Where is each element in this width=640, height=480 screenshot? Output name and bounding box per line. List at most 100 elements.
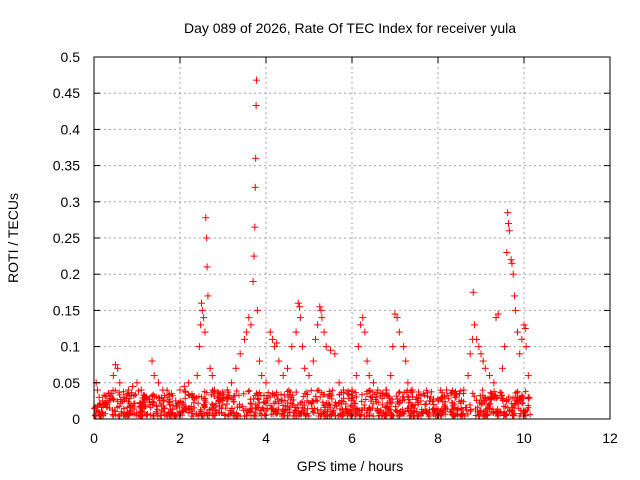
noise-point	[130, 392, 137, 399]
data-point	[250, 252, 258, 260]
data-point	[434, 397, 442, 405]
data-point	[256, 357, 264, 365]
data-point	[365, 372, 373, 380]
noise-point	[476, 413, 483, 420]
data-point	[504, 209, 512, 217]
data-point	[370, 379, 377, 387]
noise-point	[437, 387, 444, 394]
noise-point	[388, 400, 395, 407]
noise-point	[261, 411, 268, 418]
tick-marks	[93, 56, 611, 420]
data-point	[296, 314, 304, 322]
noise-point	[330, 407, 337, 414]
noise-point	[338, 406, 345, 413]
noise-point	[394, 396, 401, 403]
data-point	[200, 314, 208, 322]
data-point	[520, 321, 528, 329]
noise-point	[137, 408, 144, 415]
noise-point	[479, 392, 486, 399]
data-point	[466, 350, 474, 358]
data-point	[95, 393, 103, 401]
noise-point	[287, 388, 294, 395]
noise-point	[396, 388, 403, 395]
data-point	[266, 328, 274, 336]
noise-point	[216, 398, 223, 405]
noise-point	[251, 412, 258, 419]
data-point	[203, 263, 211, 271]
data-point	[193, 372, 201, 380]
data-point	[273, 339, 281, 347]
noise-point	[527, 411, 534, 418]
noise-point	[349, 394, 356, 401]
data-point	[223, 386, 231, 394]
noise-point	[116, 389, 123, 396]
data-point	[430, 401, 438, 409]
data-point	[402, 357, 410, 365]
chart-title: Day 089 of 2026, Rate Of TEC Index for r…	[184, 20, 516, 36]
data-point	[268, 335, 276, 343]
noise-point	[455, 405, 462, 412]
data-point	[116, 379, 124, 387]
data-point	[296, 303, 304, 311]
data-point	[352, 372, 360, 380]
noise-point	[267, 402, 274, 409]
noise-point	[116, 413, 123, 420]
noise-point	[209, 401, 216, 408]
data-point	[320, 328, 328, 336]
noise-point	[439, 407, 446, 414]
data-point	[471, 321, 479, 329]
data-point	[112, 361, 119, 369]
noise-point	[366, 410, 373, 417]
noise-point	[219, 401, 226, 408]
noise-point	[373, 389, 380, 396]
data-point	[339, 386, 347, 394]
noise-point	[293, 389, 300, 396]
noise-point	[301, 402, 308, 409]
data-point	[176, 386, 184, 394]
data-point	[275, 357, 283, 365]
noise-point	[428, 388, 435, 395]
y-tick-label: 0.25	[53, 230, 80, 246]
noise-point	[242, 405, 249, 412]
data-point	[236, 350, 244, 358]
noise-point	[120, 388, 127, 395]
noise-point	[293, 407, 300, 414]
data-point	[215, 390, 223, 398]
noise-point	[472, 406, 479, 413]
noise-point	[467, 406, 474, 413]
noise-point	[138, 404, 145, 411]
data-point	[243, 328, 251, 336]
noise-point	[147, 411, 154, 418]
grid-lines	[94, 57, 610, 419]
noise-point	[464, 411, 471, 418]
x-axis-label: GPS time / hours	[297, 458, 404, 474]
data-point	[475, 343, 483, 351]
noise-point	[222, 405, 229, 412]
data-point	[359, 314, 367, 322]
noise-point	[358, 398, 365, 405]
data-point	[232, 364, 240, 372]
data-point	[460, 386, 468, 394]
noise-point	[240, 390, 247, 397]
data-point	[518, 335, 526, 343]
noise-point	[131, 400, 138, 407]
noise-point	[375, 412, 382, 419]
noise-point	[116, 403, 123, 410]
noise-point	[247, 406, 254, 413]
data-point	[408, 386, 416, 394]
noise-point	[424, 393, 431, 400]
noise-point	[487, 389, 494, 396]
noise-point	[351, 400, 358, 407]
noise-point	[181, 405, 188, 412]
noise-point	[215, 397, 222, 404]
noise-point	[140, 398, 147, 405]
data-point	[247, 321, 255, 329]
data-point	[501, 343, 509, 351]
data-point	[195, 343, 203, 351]
noise-point	[425, 413, 432, 420]
noise-point	[158, 407, 165, 414]
data-point	[354, 343, 362, 351]
data-point	[163, 393, 171, 401]
data-point	[201, 328, 209, 336]
data-point	[228, 379, 236, 387]
